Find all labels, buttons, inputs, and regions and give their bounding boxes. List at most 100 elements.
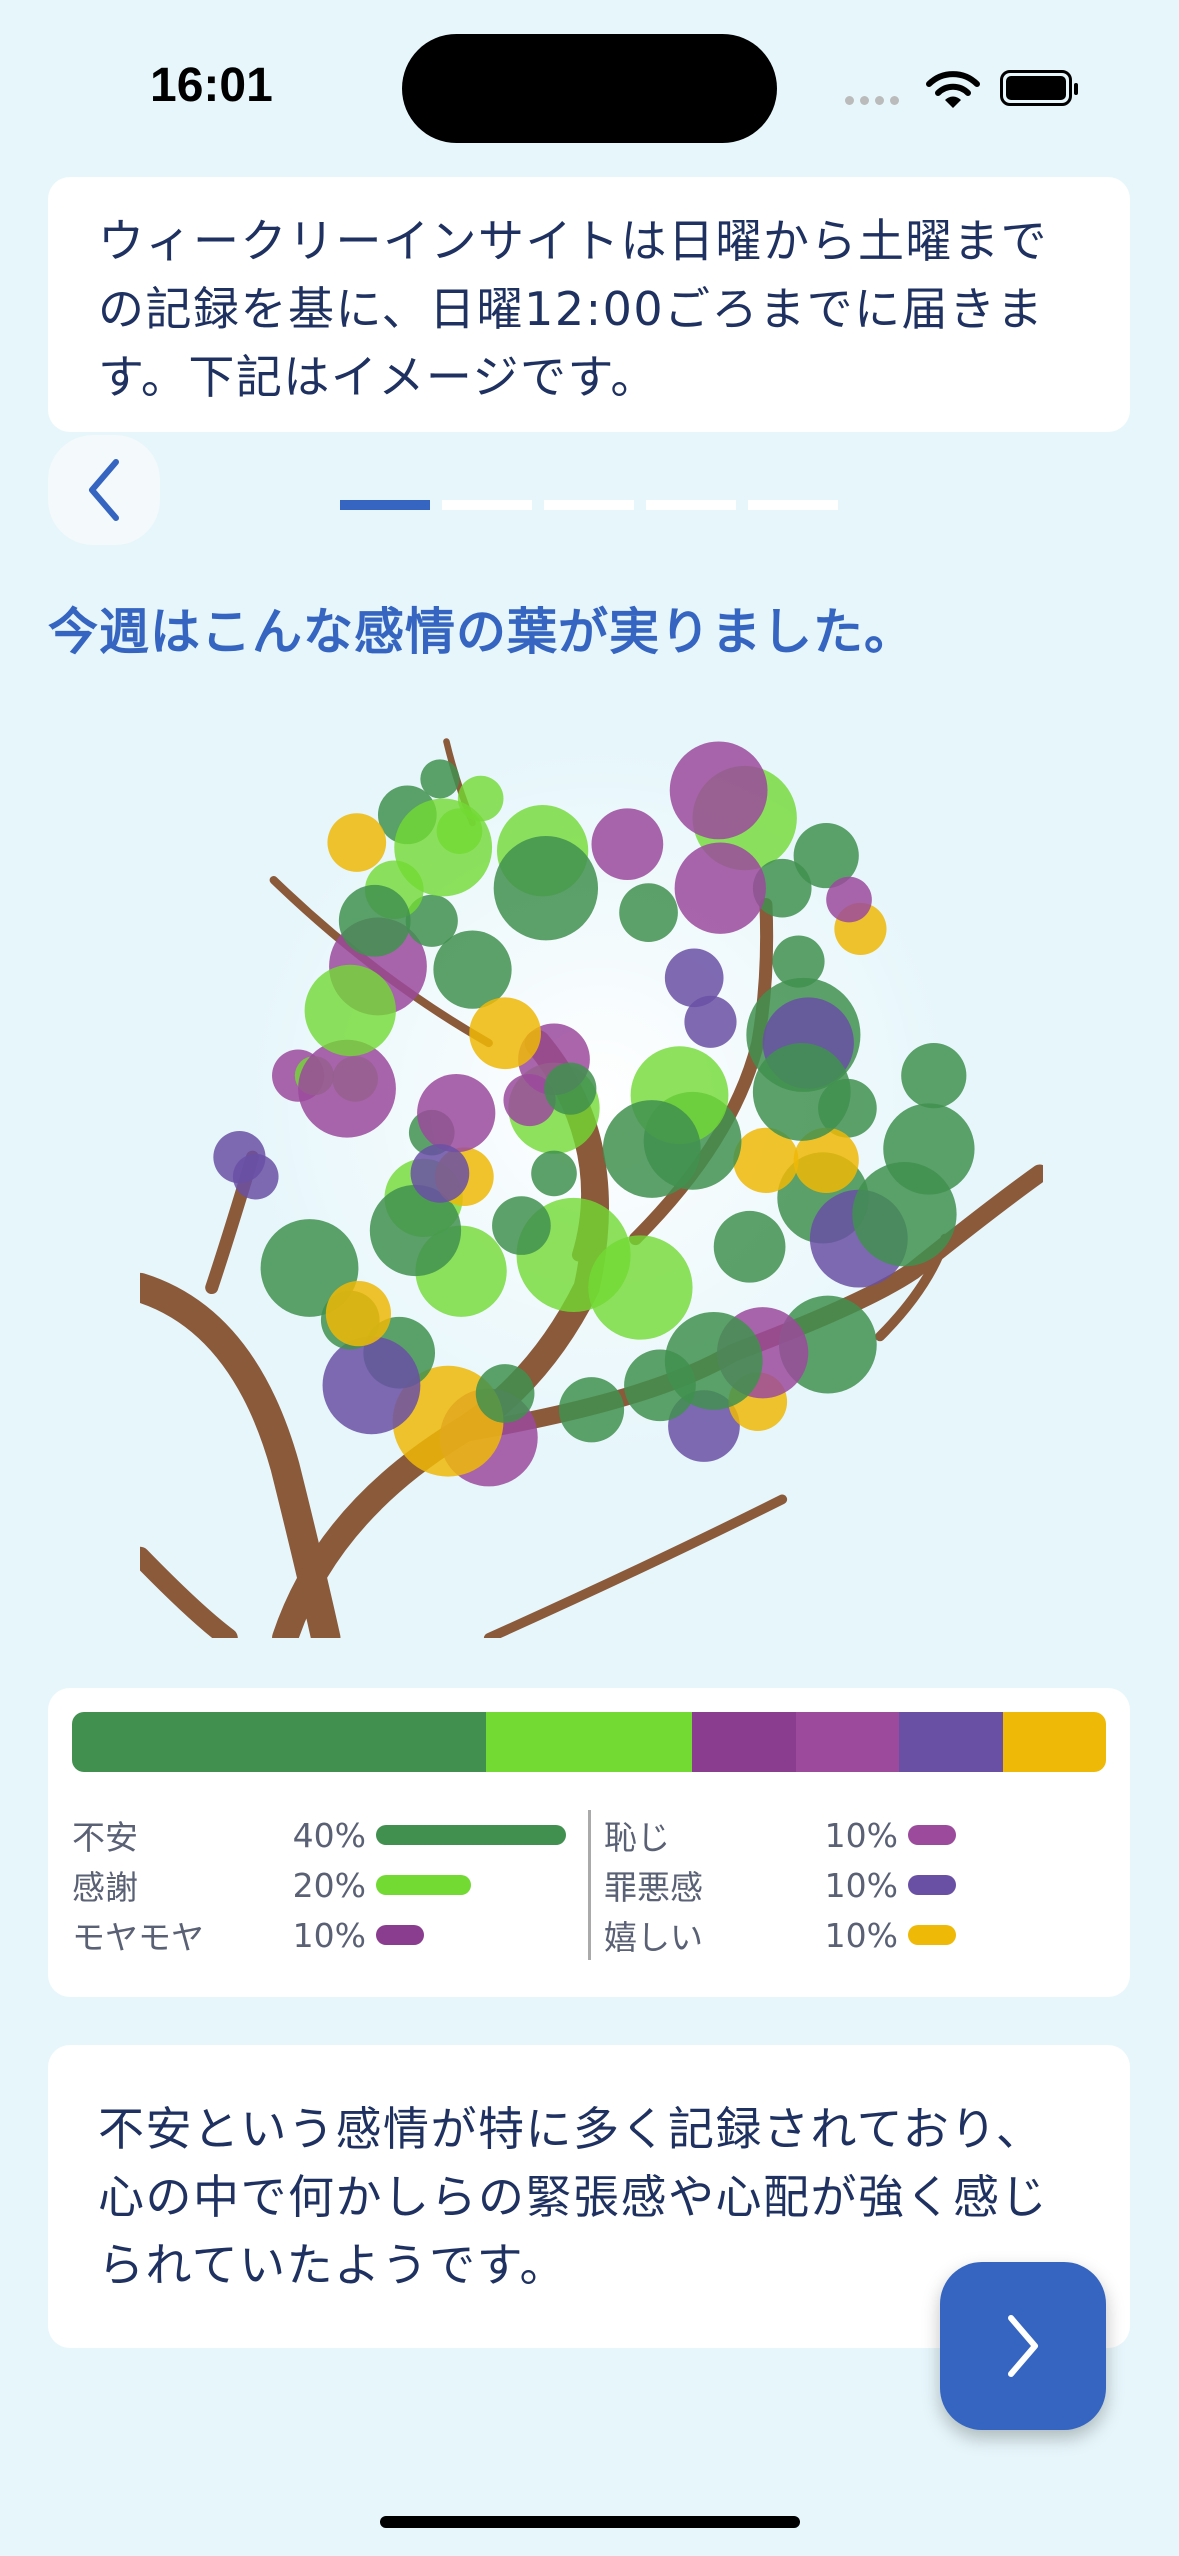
- leaf-purple: [669, 741, 768, 840]
- leaf-violet: [410, 1144, 470, 1203]
- leaf-dark-green: [405, 894, 458, 947]
- signal-icon: [845, 96, 899, 105]
- legend-label: 罪悪感: [604, 1868, 703, 1907]
- leaf-dark-green: [713, 1210, 786, 1283]
- legend-divider: [588, 1810, 591, 1960]
- legend-bar: [376, 1825, 566, 1845]
- legend-bar: [908, 1875, 956, 1895]
- leaf-dark-green: [664, 1311, 763, 1410]
- tree-leaves: [213, 741, 975, 1487]
- legend-label: 不安: [72, 1818, 138, 1857]
- leaf-dark-green: [369, 1184, 462, 1277]
- leaf-violet: [684, 995, 737, 1048]
- leaf-dark-green: [752, 858, 812, 918]
- leaf-yellow: [733, 1127, 799, 1193]
- summary-text: 不安という感情が特に多く記録されており、心の中で何かしらの緊張感や心配が強く感じ…: [98, 2102, 1048, 2292]
- legend-row: モヤモヤ 10%: [72, 1910, 566, 1960]
- leaf-light-green: [394, 798, 493, 897]
- leaf-yellow: [327, 813, 387, 872]
- legend-percent: 10%: [824, 1815, 898, 1855]
- leaf-yellow: [469, 997, 541, 1070]
- info-card: ウィークリーインサイトは日曜から土曜までの記録を基に、日曜12:00ごろまでに届…: [48, 177, 1130, 432]
- leaf-purple: [674, 842, 766, 934]
- leaf-dark-green: [602, 1100, 701, 1198]
- leaf-dark-green: [558, 1377, 625, 1443]
- leaf-purple: [417, 1073, 496, 1153]
- legend-bar: [376, 1875, 471, 1895]
- stack-segment: [899, 1712, 1003, 1772]
- legend-bar: [376, 1925, 424, 1945]
- leaf-dark-green: [752, 1043, 851, 1141]
- leaf-yellow: [793, 1127, 859, 1193]
- page-dot-1: [340, 500, 430, 510]
- page-dot-5: [748, 500, 838, 510]
- legend-column-right: 恥じ 10% 罪悪感 10% 嬉しい 10%: [604, 1810, 956, 1960]
- leaf-yellow: [325, 1281, 392, 1347]
- page-dot-3: [544, 500, 634, 510]
- dynamic-island: [402, 34, 777, 143]
- legend-percent: 10%: [824, 1915, 898, 1955]
- legend-bar: [908, 1825, 956, 1845]
- legend-row: 恥じ 10%: [604, 1810, 956, 1860]
- legend-percent: 40%: [292, 1815, 366, 1855]
- leaf-light-green: [588, 1235, 693, 1340]
- legend-percent: 10%: [824, 1865, 898, 1905]
- leaf-dark-green: [619, 883, 678, 942]
- wifi-icon: [926, 71, 980, 108]
- branch: [483, 1494, 788, 1638]
- legend-percent: 10%: [292, 1915, 366, 1955]
- legend-row: 罪悪感 10%: [604, 1860, 956, 1910]
- page-dot-4: [646, 500, 736, 510]
- leaf-dark-green: [531, 1150, 577, 1197]
- branch: [140, 1546, 238, 1638]
- leaf-dark-green: [420, 759, 460, 799]
- legend-label: 恥じ: [604, 1818, 670, 1857]
- legend-label: モヤモヤ: [72, 1918, 204, 1957]
- leaf-dark-green: [544, 1062, 597, 1115]
- leaf-purple: [298, 1039, 396, 1138]
- battery-icon: [1000, 70, 1078, 106]
- leaf-violet: [664, 948, 724, 1008]
- leaf-dark-green: [493, 836, 599, 941]
- leaf-dark-green: [338, 884, 411, 957]
- legend-column-left: 不安 40% 感謝 20% モヤモヤ 10%: [72, 1810, 566, 1960]
- branch: [272, 1029, 609, 1638]
- legend-percent: 20%: [292, 1865, 366, 1905]
- info-text: ウィークリーインサイトは日曜から土曜までの記録を基に、日曜12:00ごろまでに届…: [98, 214, 1048, 404]
- home-indicator[interactable]: [380, 2516, 800, 2528]
- leaf-dark-green: [772, 935, 825, 988]
- leaf-dark-green: [492, 1196, 551, 1255]
- chevron-left-icon: [89, 459, 119, 521]
- stack-segment: [485, 1712, 693, 1772]
- legend-label: 嬉しい: [604, 1918, 703, 1957]
- leaf-violet: [322, 1336, 421, 1435]
- stack-segment: [72, 1712, 486, 1772]
- stacked-emotion-bar: [72, 1712, 1106, 1772]
- leaf-dark-green: [883, 1103, 975, 1195]
- legend-label: 感謝: [72, 1868, 138, 1907]
- stack-segment: [692, 1712, 796, 1772]
- leaf-dark-green: [901, 1043, 967, 1109]
- page-dot-2: [442, 500, 532, 510]
- page-title: 今週はこんな感情の葉が実りました。: [48, 603, 915, 661]
- legend-row: 不安 40%: [72, 1810, 566, 1860]
- emotion-breakdown-card: 不安 40% 感謝 20% モヤモヤ 10% 恥じ 10% 罪悪感 10% 嬉しい 10%: [48, 1688, 1130, 1997]
- legend-row: 感謝 20%: [72, 1860, 566, 1910]
- chevron-right-icon: [1008, 2315, 1038, 2377]
- page-indicator: [340, 500, 838, 510]
- status-time: 16:01: [150, 59, 273, 112]
- leaf-dark-green: [475, 1364, 535, 1423]
- next-button[interactable]: [940, 2262, 1106, 2430]
- leaf-purple: [591, 808, 664, 881]
- stack-segment: [795, 1712, 900, 1772]
- emotion-tree-illustration: [140, 738, 1043, 1638]
- leaf-dark-green: [433, 930, 512, 1009]
- leaf-purple: [826, 876, 872, 923]
- stack-segment: [1002, 1712, 1106, 1772]
- leaf-dark-green: [793, 822, 859, 889]
- back-button[interactable]: [48, 435, 160, 545]
- leaf-violet: [232, 1153, 279, 1200]
- legend-row: 嬉しい 10%: [604, 1910, 956, 1960]
- legend-bar: [908, 1925, 956, 1945]
- leaf-light-green: [304, 964, 396, 1057]
